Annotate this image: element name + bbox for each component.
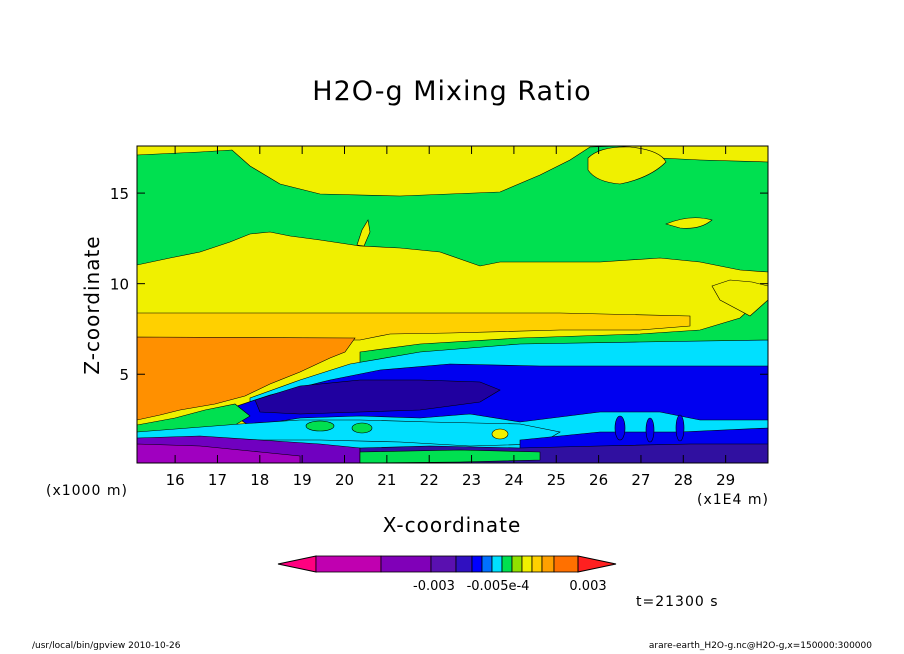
- region-magenta: [137, 443, 301, 463]
- x-tick-label: 22: [420, 471, 439, 489]
- x-tick-label: 26: [589, 471, 608, 489]
- x-tick-label: 27: [631, 471, 650, 489]
- chart-title: H2O-g Mixing Ratio: [312, 76, 592, 107]
- colorbar-segment: [541, 555, 555, 573]
- y-axis-label: Z-coordinate: [80, 235, 104, 375]
- region-darkblue: [254, 379, 501, 415]
- x-axis-label: X-coordinate: [382, 513, 522, 537]
- blob-green-a: [305, 420, 335, 432]
- colorbar-label: -0.003: [413, 579, 455, 594]
- y-tick-label: 5: [119, 366, 129, 384]
- blob-blue-a: [614, 415, 626, 441]
- x-tick-label: 24: [504, 471, 523, 489]
- colorbar-segment: [455, 555, 473, 573]
- time-label: t=21300 s: [636, 594, 719, 610]
- x-tick-label: 16: [166, 471, 185, 489]
- blob-blue-c: [675, 414, 685, 442]
- colorbar-segment: [553, 555, 579, 573]
- colorbar-segment: [481, 555, 493, 573]
- colorbar-label: -0.005e-4: [467, 579, 530, 594]
- y-tick-label: 15: [110, 185, 129, 203]
- colorbar: -0.003 -0.005e-4 0.003: [277, 555, 617, 594]
- y-ticks: 5 10 15: [110, 185, 768, 384]
- region-green-strip: [359, 449, 541, 463]
- x-tick-label: 17: [208, 471, 227, 489]
- colorbar-segment: [531, 555, 543, 573]
- colorbar-arrow-left: [277, 555, 317, 573]
- plot-frame: [136, 145, 769, 464]
- colorbar-segment: [471, 555, 483, 573]
- x-tick-label: 20: [335, 471, 354, 489]
- footer-path: /usr/local/bin/gpview 2010-10-26: [32, 641, 181, 651]
- region-yellow-island-a: [587, 146, 667, 185]
- x-tick-label: 21: [377, 471, 396, 489]
- region-orange-left: [137, 336, 356, 421]
- blob-blue-b: [645, 417, 655, 443]
- blob-green-b: [351, 422, 373, 434]
- colorbar-segment: [430, 555, 457, 573]
- x-tick-label: 23: [462, 471, 481, 489]
- x-unit-label: (x1000 m): [46, 483, 128, 499]
- colorbar-label: 0.003: [569, 579, 606, 594]
- blob-yellow-a: [491, 428, 509, 440]
- colorbar-segment: [521, 555, 533, 573]
- colorbar-arrow-right: [577, 555, 617, 573]
- x-tick-label: 25: [547, 471, 566, 489]
- region-yellow-island-b: [665, 217, 713, 229]
- colorbar-segment: [501, 555, 513, 573]
- x-tick-label: 19: [293, 471, 312, 489]
- x-ticks: 16 17 18 19 20 21 22 23 24 25 26 27 28 29: [166, 146, 735, 489]
- colorbar-segment: [380, 555, 432, 573]
- contour-field: [137, 146, 768, 463]
- colorbar-segment: [315, 555, 382, 573]
- x-tick-label: 28: [674, 471, 693, 489]
- region-yellow-right: [711, 279, 768, 317]
- footer-source: arare-earth_H2O-g.nc@H2O-g,x=150000:3000…: [648, 641, 872, 651]
- colorbar-segment: [511, 555, 523, 573]
- x-tick-label: 18: [250, 471, 269, 489]
- x-tick-label: 29: [716, 471, 735, 489]
- region-yellow-spike: [356, 219, 371, 247]
- x-scale-label: (x1E4 m): [697, 492, 769, 508]
- colorbar-segment: [491, 555, 503, 573]
- y-tick-label: 10: [110, 276, 129, 294]
